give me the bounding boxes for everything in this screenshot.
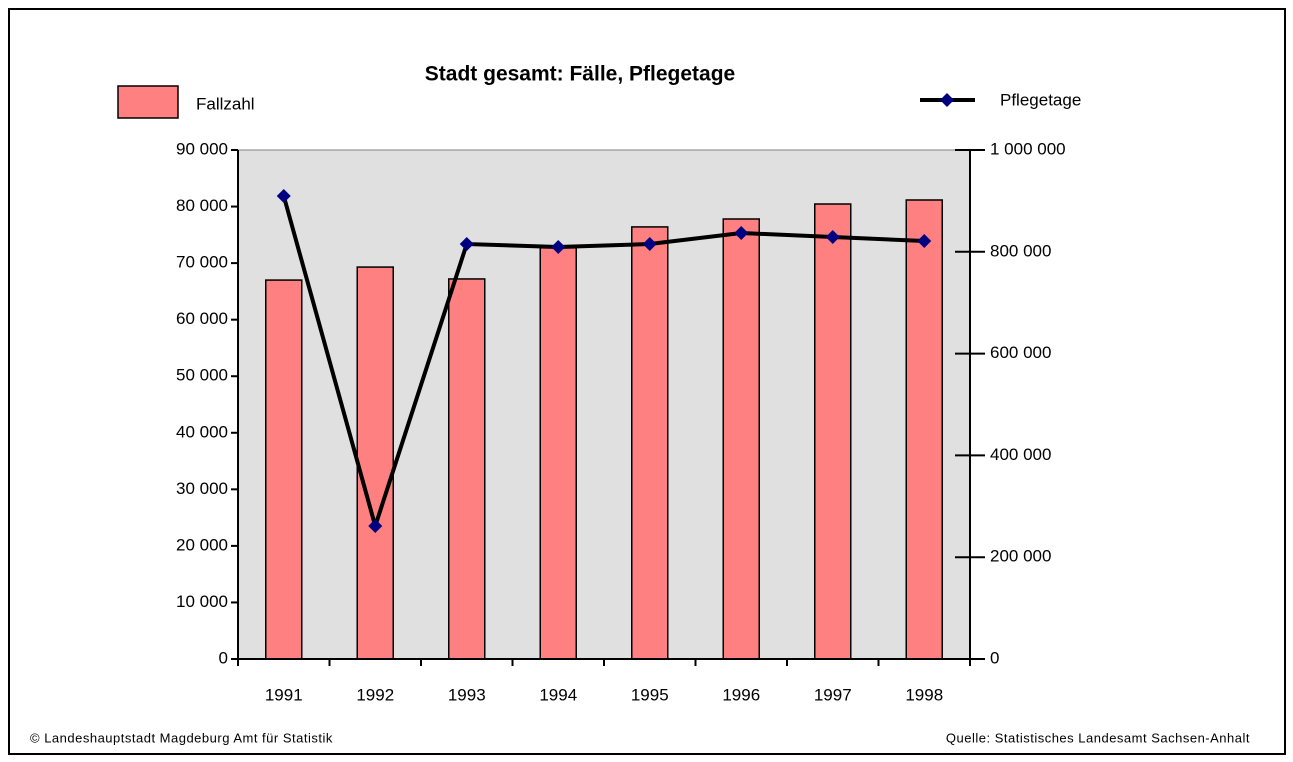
legend-marker [940, 93, 954, 107]
y-tick-label: 50 000 [176, 366, 228, 385]
marker [825, 229, 840, 244]
legend-label: Fallzahl [196, 94, 255, 113]
legend-swatch [117, 85, 179, 119]
x-tick-label: 1994 [539, 685, 577, 704]
y2-tick-label: 800 000 [990, 241, 1051, 260]
bar [722, 218, 760, 660]
y-tick-label: 30 000 [176, 479, 228, 498]
footer-left: © Landeshauptstadt Magdeburg Amt für Sta… [30, 730, 333, 745]
y-tick-label: 70 000 [176, 253, 228, 272]
y2-tick-label: 1 000 000 [990, 139, 1066, 158]
x-tick-label: 1998 [905, 685, 943, 704]
x-tick-label: 1997 [814, 685, 852, 704]
bar [905, 199, 943, 660]
plot-area [237, 149, 971, 660]
y2-tick-label: 400 000 [990, 445, 1051, 464]
marker [368, 518, 383, 533]
x-tick-label: 1991 [265, 685, 303, 704]
y-tick-label: 40 000 [176, 422, 228, 441]
y-tick-label: 60 000 [176, 309, 228, 328]
y2-tick-label: 0 [990, 648, 999, 667]
marker [276, 189, 291, 204]
bar [265, 279, 303, 660]
marker [642, 237, 657, 252]
footer-right: Quelle: Statistisches Landesamt Sachsen-… [946, 730, 1250, 745]
y-tick-label: 10 000 [176, 592, 228, 611]
legend-label: Pflegetage [1000, 90, 1081, 109]
x-tick-label: 1996 [722, 685, 760, 704]
y-tick-label: 0 [219, 648, 228, 667]
x-tick-label: 1992 [356, 685, 394, 704]
marker [551, 240, 566, 255]
chart-title: Stadt gesamt: Fälle, Pflegetage [425, 63, 735, 86]
x-tick-label: 1993 [448, 685, 486, 704]
x-tick-label: 1995 [631, 685, 669, 704]
marker [734, 226, 749, 241]
y-tick-label: 80 000 [176, 196, 228, 215]
bar [356, 266, 394, 660]
y2-tick-label: 200 000 [990, 547, 1051, 566]
line [281, 195, 925, 533]
bar [448, 278, 486, 660]
bar [631, 226, 669, 660]
bar [814, 203, 852, 660]
y-tick-label: 90 000 [176, 139, 228, 158]
marker [459, 237, 474, 252]
y-tick-label: 20 000 [176, 535, 228, 554]
y2-tick-label: 600 000 [990, 343, 1051, 362]
bar [539, 247, 577, 660]
marker [917, 234, 932, 249]
